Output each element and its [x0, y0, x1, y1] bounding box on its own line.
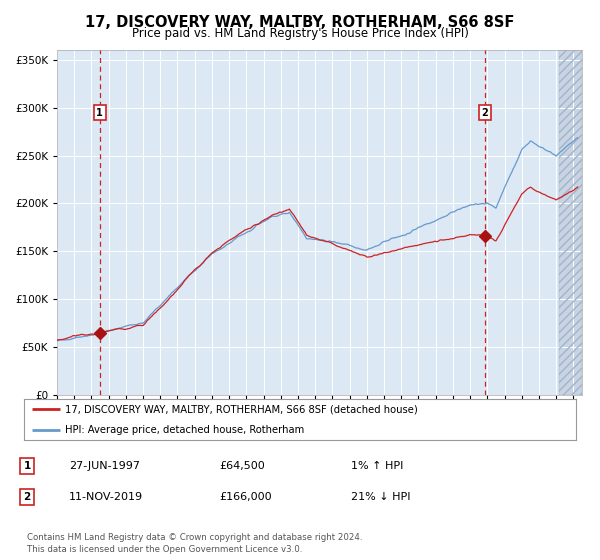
Text: HPI: Average price, detached house, Rotherham: HPI: Average price, detached house, Roth…	[65, 424, 305, 435]
Text: Price paid vs. HM Land Registry's House Price Index (HPI): Price paid vs. HM Land Registry's House …	[131, 27, 469, 40]
Text: £166,000: £166,000	[219, 492, 272, 502]
Text: 1: 1	[23, 461, 31, 471]
Text: 17, DISCOVERY WAY, MALTBY, ROTHERHAM, S66 8SF (detached house): 17, DISCOVERY WAY, MALTBY, ROTHERHAM, S6…	[65, 404, 418, 414]
Bar	[559, 50, 582, 395]
Text: 2: 2	[482, 108, 488, 118]
Text: £64,500: £64,500	[219, 461, 265, 471]
Text: 21% ↓ HPI: 21% ↓ HPI	[351, 492, 410, 502]
Text: 1% ↑ HPI: 1% ↑ HPI	[351, 461, 403, 471]
Bar	[559, 50, 582, 395]
Text: 27-JUN-1997: 27-JUN-1997	[69, 461, 140, 471]
Text: Contains HM Land Registry data © Crown copyright and database right 2024.
This d: Contains HM Land Registry data © Crown c…	[27, 533, 362, 554]
Text: 2: 2	[23, 492, 31, 502]
Text: 1: 1	[97, 108, 103, 118]
Text: 17, DISCOVERY WAY, MALTBY, ROTHERHAM, S66 8SF: 17, DISCOVERY WAY, MALTBY, ROTHERHAM, S6…	[85, 15, 515, 30]
Text: 11-NOV-2019: 11-NOV-2019	[69, 492, 143, 502]
